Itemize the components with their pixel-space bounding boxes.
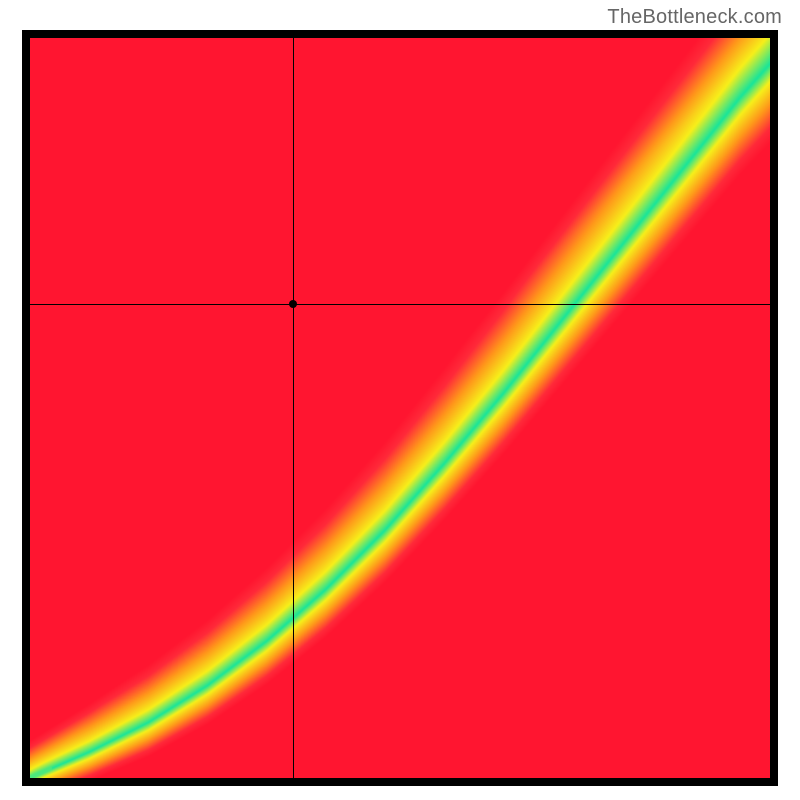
heatmap-plot bbox=[30, 38, 770, 778]
watermark-text: TheBottleneck.com bbox=[607, 6, 782, 29]
heatmap-canvas bbox=[30, 38, 770, 778]
chart-frame bbox=[22, 30, 778, 786]
crosshair-vertical bbox=[293, 38, 294, 778]
crosshair-horizontal bbox=[30, 304, 770, 305]
root: TheBottleneck.com bbox=[0, 0, 800, 800]
marker-dot bbox=[289, 300, 297, 308]
